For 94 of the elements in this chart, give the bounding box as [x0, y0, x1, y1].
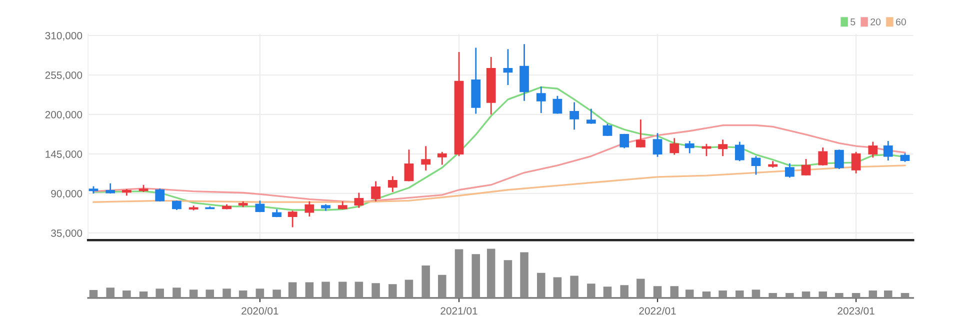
bar — [156, 288, 164, 298]
legend-label: 20 — [870, 18, 881, 26]
bar — [106, 288, 114, 298]
bar — [718, 290, 727, 298]
bar — [587, 284, 596, 298]
bar — [685, 290, 694, 298]
bar — [603, 286, 612, 298]
bar — [472, 254, 480, 298]
bar — [272, 290, 281, 298]
candlestick — [552, 95, 562, 114]
bar — [736, 290, 744, 298]
candlestick — [421, 145, 431, 172]
bar — [818, 292, 828, 298]
bar — [388, 284, 397, 298]
x-tick-label: 2021/01 — [440, 306, 478, 315]
candlestick — [172, 200, 182, 211]
bar — [835, 293, 844, 298]
bar — [752, 290, 760, 298]
bar — [354, 282, 364, 298]
bar — [206, 290, 214, 298]
candlestick — [354, 192, 364, 209]
candlestick — [371, 180, 380, 202]
candlestick — [503, 48, 513, 86]
bar — [454, 249, 464, 298]
candlestick — [883, 140, 893, 162]
candlestick — [437, 151, 447, 166]
candlestick — [404, 148, 414, 182]
bar — [438, 274, 446, 298]
bar — [404, 280, 414, 298]
bar — [139, 292, 148, 298]
y-tick-label: 145,000 — [46, 150, 82, 160]
x-tick-label: 2022/01 — [639, 306, 676, 315]
y-tick-label: 310,000 — [45, 32, 82, 41]
legend-label: 60 — [896, 18, 906, 26]
bar — [786, 293, 794, 298]
bar — [884, 290, 892, 298]
bar — [504, 260, 512, 298]
candlestick — [751, 155, 761, 176]
candlestick — [818, 146, 828, 166]
x-tick-label: 2020/01 — [242, 306, 278, 315]
bar — [338, 282, 347, 298]
bar — [256, 288, 264, 298]
bar — [288, 282, 297, 298]
bar — [372, 283, 380, 298]
candlestick — [702, 143, 712, 157]
y-tick-label: 255,000 — [45, 71, 82, 80]
candlestick — [586, 108, 596, 125]
bar — [636, 278, 645, 298]
bar — [238, 290, 248, 298]
bar — [536, 272, 546, 298]
bar — [802, 292, 810, 298]
bar — [553, 277, 562, 298]
bar — [570, 276, 578, 298]
bar — [868, 290, 878, 298]
bar — [189, 290, 198, 298]
y-tick-label: 200,000 — [45, 110, 82, 120]
candlestick — [602, 123, 612, 137]
candlestick — [304, 200, 314, 218]
candlestick — [684, 140, 694, 154]
candlestick — [801, 158, 811, 176]
y-tick-label: 35,000 — [51, 229, 82, 238]
bar — [620, 285, 628, 298]
bar — [702, 292, 711, 298]
candlestick — [868, 141, 878, 158]
candlestick — [636, 118, 646, 148]
candlestick — [718, 138, 728, 157]
candlestick — [652, 132, 662, 158]
candlestick — [106, 182, 116, 194]
bar — [422, 265, 430, 298]
bar — [222, 288, 231, 298]
bar — [122, 290, 131, 298]
y-tick-label: 90,000 — [51, 190, 82, 199]
candlestick — [570, 102, 579, 130]
x-tick-label: 2023/01 — [838, 306, 874, 315]
bar — [305, 282, 314, 298]
candlestick — [536, 86, 546, 114]
legend-label: 5 — [850, 18, 856, 26]
bar — [172, 288, 181, 298]
bar — [89, 290, 98, 298]
bar — [768, 293, 777, 298]
bar — [653, 286, 662, 298]
bar — [322, 282, 330, 298]
candlestick — [834, 148, 844, 170]
candlestick — [388, 176, 398, 193]
bar — [670, 286, 679, 298]
candlestick — [288, 210, 298, 228]
candlestick — [155, 188, 165, 202]
bar — [486, 248, 496, 298]
candlestick — [670, 137, 680, 156]
candlestick — [851, 151, 861, 174]
bar — [520, 252, 528, 298]
candlestick — [785, 162, 794, 178]
candlestick — [734, 141, 744, 162]
candlestick — [620, 133, 630, 149]
